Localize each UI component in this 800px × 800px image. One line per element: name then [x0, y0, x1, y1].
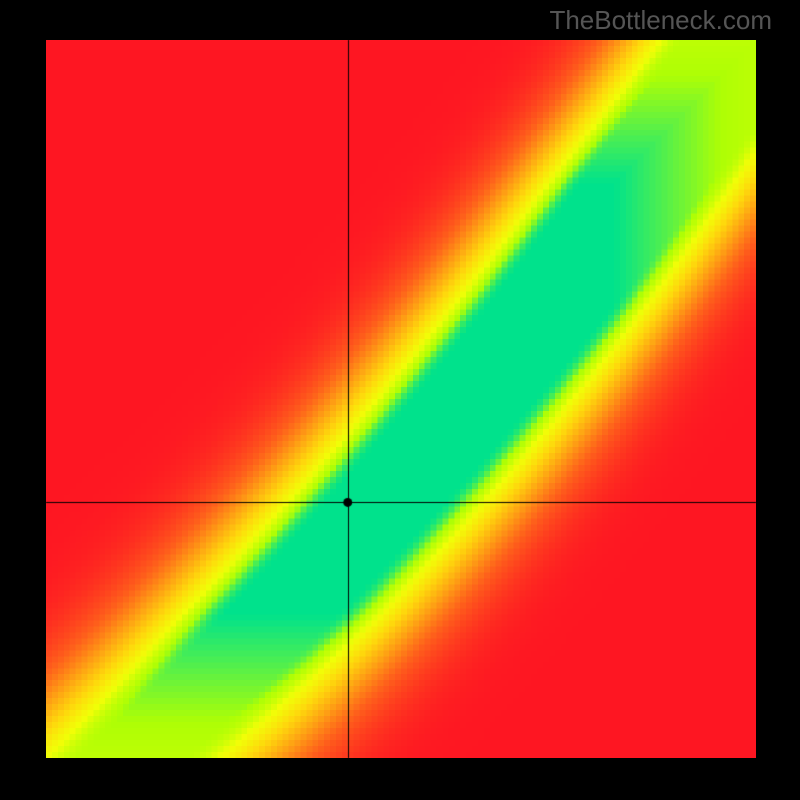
watermark-text: TheBottleneck.com: [549, 5, 772, 36]
chart-container: TheBottleneck.com: [0, 0, 800, 800]
crosshair-overlay: [0, 0, 800, 800]
